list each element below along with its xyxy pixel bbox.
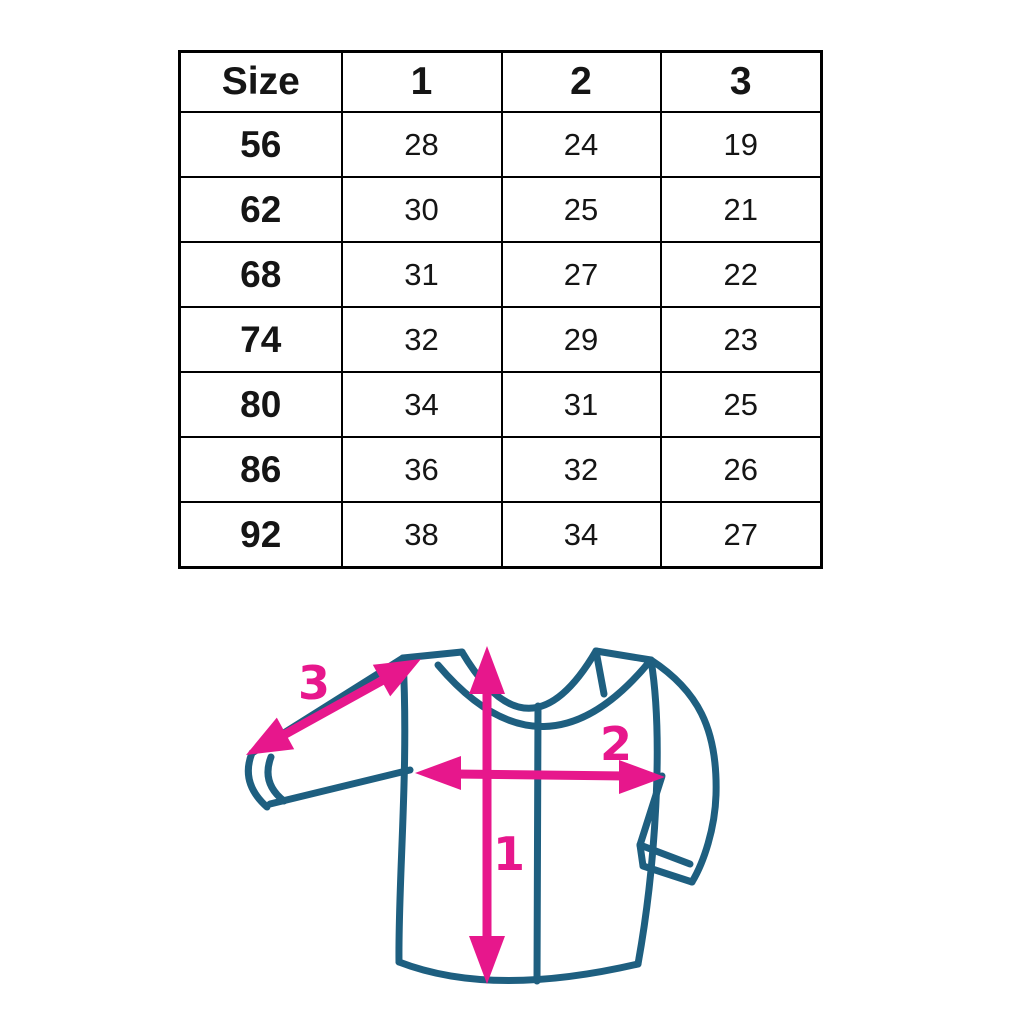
measure-label-sleeve: 3 [298,656,330,710]
column-header-2: 2 [500,50,662,113]
measurement-cell: 28 [340,111,503,178]
measurement-cell: 27 [659,501,823,569]
measure-arrow-width [415,756,665,794]
size-cell: 86 [178,436,343,503]
measurement-cell: 23 [659,306,823,373]
measurement-cell: 31 [500,371,662,438]
table-row: 74 32 29 23 [178,306,823,373]
measurement-cell: 36 [340,436,503,503]
table-row: 56 28 24 19 [178,111,823,178]
size-cell: 74 [178,306,343,373]
measurement-cell: 29 [500,306,662,373]
measurement-cell: 30 [340,176,503,243]
size-chart-table: Size 1 2 3 56 28 24 19 62 30 25 21 68 31… [178,50,823,569]
measure-label-length: 1 [493,827,525,881]
measurement-cell: 21 [659,176,823,243]
table-row: 86 36 32 26 [178,436,823,503]
size-cell: 80 [178,371,343,438]
measurement-cell: 24 [500,111,662,178]
column-header-size: Size [178,50,343,113]
measurement-cell: 31 [340,241,503,308]
column-header-1: 1 [340,50,503,113]
measurement-cell: 25 [659,371,823,438]
measurement-cell: 32 [500,436,662,503]
column-header-3: 3 [659,50,823,113]
table-row: 80 34 31 25 [178,371,823,438]
measure-arrow-length [469,646,505,984]
measurement-cell: 22 [659,241,823,308]
measurement-cell: 25 [500,176,662,243]
garment-diagram: 3 2 1 [244,646,720,985]
table-row: 68 31 27 22 [178,241,823,308]
size-cell: 56 [178,111,343,178]
table-row: 62 30 25 21 [178,176,823,243]
measurement-cell: 19 [659,111,823,178]
measurement-cell: 38 [340,501,503,569]
size-cell: 68 [178,241,343,308]
measurement-cell: 34 [500,501,662,569]
measure-label-width: 2 [600,717,632,771]
size-chart-header-row: Size 1 2 3 [178,50,823,113]
measurement-cell: 27 [500,241,662,308]
measure-arrow-sleeve [246,659,421,755]
table-row: 92 38 34 27 [178,501,823,569]
size-cell: 92 [178,501,343,569]
measurement-cell: 26 [659,436,823,503]
size-cell: 62 [178,176,343,243]
measurement-cell: 32 [340,306,503,373]
measurement-cell: 34 [340,371,503,438]
